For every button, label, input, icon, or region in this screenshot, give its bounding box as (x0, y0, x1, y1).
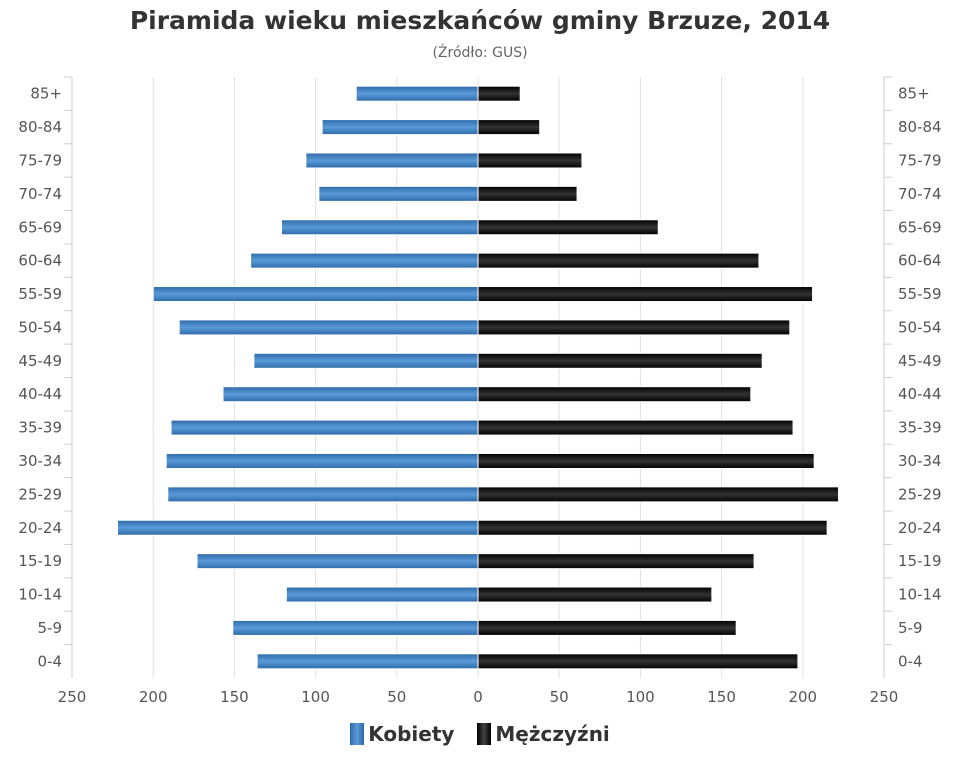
bar-mezczyzni (477, 119, 541, 136)
y-tick-label-right: 10-14 (898, 586, 942, 604)
bar-kobiety (232, 619, 479, 636)
bar-kobiety (222, 386, 479, 403)
y-tick-label-right: 45-49 (898, 352, 942, 370)
bar-kobiety (355, 85, 479, 102)
y-tick-label-left: 20-24 (18, 519, 62, 537)
y-tick-label-right: 40-44 (898, 385, 942, 403)
bar-mezczyzni (477, 352, 763, 369)
y-tick-label-left: 80-84 (18, 118, 62, 136)
x-tick-label: 50 (387, 688, 406, 706)
y-tick-label-left: 65-69 (18, 218, 62, 236)
y-tick-label-left: 50-54 (18, 318, 62, 336)
y-tick-label-right: 35-39 (898, 419, 942, 437)
legend-label-mezczyzni: Mężczyźni (495, 722, 610, 746)
bar-kobiety (170, 419, 479, 436)
y-tick-label-right: 85+ (898, 85, 930, 103)
y-tick-label-left: 60-64 (18, 252, 62, 270)
bar-kobiety (152, 286, 479, 303)
y-tick-label-right: 65-69 (898, 218, 942, 236)
bar-mezczyzni (477, 519, 828, 536)
y-tick-label-right: 75-79 (898, 151, 942, 169)
x-tick-label: 250 (870, 688, 899, 706)
bar-mezczyzni (477, 619, 737, 636)
bar-mezczyzni (477, 286, 814, 303)
y-tick-label-right: 0-4 (898, 652, 923, 670)
y-tick-label-right: 5-9 (898, 619, 923, 637)
legend-swatch-kobiety (350, 723, 365, 745)
legend-label-kobiety: Kobiety (368, 722, 455, 746)
bar-kobiety (167, 486, 479, 503)
bar-mezczyzni (477, 486, 840, 503)
bar-mezczyzni (477, 319, 791, 336)
y-tick-label-right: 30-34 (898, 452, 942, 470)
y-tick-label-left: 25-29 (18, 485, 62, 503)
bar-kobiety (285, 586, 479, 603)
bar-kobiety (253, 352, 479, 369)
y-tick-label-left: 15-19 (18, 552, 62, 570)
bar-mezczyzni (477, 452, 815, 469)
y-tick-label-left: 5-9 (38, 619, 63, 637)
x-tick-label: 200 (788, 688, 817, 706)
y-tick-label-right: 25-29 (898, 485, 942, 503)
y-tick-label-left: 85+ (30, 85, 62, 103)
y-tick-label-right: 80-84 (898, 118, 942, 136)
bar-mezczyzni (477, 152, 583, 169)
x-tick-label: 50 (550, 688, 569, 706)
x-tick-label: 100 (301, 688, 330, 706)
x-tick-label: 150 (707, 688, 736, 706)
y-tick-label-right: 15-19 (898, 552, 942, 570)
legend-swatch-mezczyzni (477, 723, 492, 745)
bar-mezczyzni (477, 252, 760, 269)
legend-item-mezczyzni[interactable]: Mężczyźni (477, 722, 610, 746)
bar-mezczyzni (477, 553, 755, 570)
bar-mezczyzni (477, 386, 752, 403)
bar-kobiety (280, 219, 479, 236)
legend-item-kobiety[interactable]: Kobiety (350, 722, 454, 746)
x-tick-label: 200 (139, 688, 168, 706)
y-tick-label-left: 0-4 (38, 652, 63, 670)
bar-mezczyzni (477, 586, 713, 603)
bar-kobiety (196, 553, 479, 570)
y-tick-label-left: 75-79 (18, 151, 62, 169)
y-tick-label-left: 55-59 (18, 285, 62, 303)
y-tick-label-right: 55-59 (898, 285, 942, 303)
bar-kobiety (116, 519, 479, 536)
x-tick-label: 0 (473, 688, 483, 706)
bar-kobiety (256, 653, 479, 670)
bar-kobiety (305, 152, 479, 169)
bar-mezczyzni (477, 219, 659, 236)
y-tick-label-left: 45-49 (18, 352, 62, 370)
bar-mezczyzni (477, 185, 578, 202)
y-tick-label-left: 70-74 (18, 185, 62, 203)
y-tick-label-right: 60-64 (898, 252, 942, 270)
bar-kobiety (318, 185, 479, 202)
bar-kobiety (178, 319, 479, 336)
bar-mezczyzni (477, 85, 521, 102)
bar-mezczyzni (477, 419, 794, 436)
x-tick-label: 250 (58, 688, 87, 706)
bar-kobiety (165, 452, 479, 469)
bar-kobiety (321, 119, 479, 136)
x-tick-label: 150 (220, 688, 249, 706)
y-tick-label-left: 40-44 (18, 385, 62, 403)
legend: Kobiety Mężczyźni (0, 722, 960, 750)
y-tick-label-left: 10-14 (18, 586, 62, 604)
x-tick-label: 100 (626, 688, 655, 706)
y-tick-label-left: 30-34 (18, 452, 62, 470)
y-tick-label-left: 35-39 (18, 419, 62, 437)
chart-title: Piramida wieku mieszkańców gminy Brzuze,… (129, 6, 831, 35)
bar-kobiety (250, 252, 479, 269)
y-tick-label-right: 70-74 (898, 185, 942, 203)
y-tick-label-right: 20-24 (898, 519, 942, 537)
bar-mezczyzni (477, 653, 799, 670)
y-tick-label-right: 50-54 (898, 318, 942, 336)
chart-subtitle: (Źródło: GUS) (432, 45, 528, 61)
